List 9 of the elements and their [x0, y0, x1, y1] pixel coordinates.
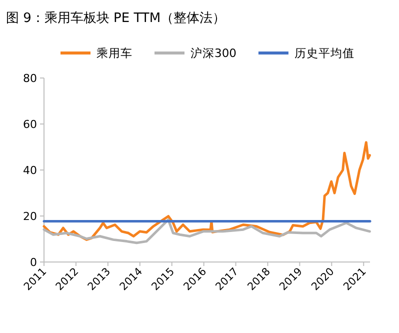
- y-tick-label: 60: [23, 118, 37, 131]
- legend-label: 乘用车: [96, 46, 132, 60]
- y-tick-label: 80: [23, 72, 37, 85]
- legend-label: 历史平均值: [294, 46, 354, 60]
- chart-title: 图 9：乘用车板块 PE TTM（整体法）: [6, 11, 226, 26]
- y-tick-label: 0: [30, 256, 37, 269]
- y-tick-label: 40: [23, 164, 37, 177]
- y-tick-label: 20: [23, 210, 37, 223]
- legend-label: 沪深300: [190, 46, 236, 60]
